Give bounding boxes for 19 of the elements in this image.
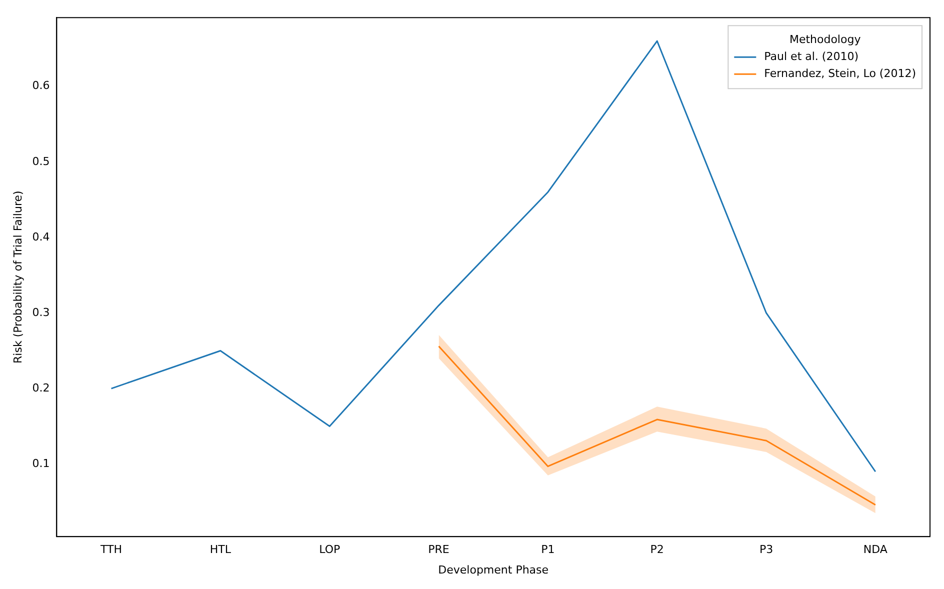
x-tick-label: P2 [650,543,664,556]
y-tick-label: 0.2 [32,381,50,394]
x-tick-label: P3 [759,543,774,556]
x-tick-label: HTL [210,543,232,556]
x-tick-label: TTH [100,543,122,556]
x-axis-title: Development Phase [438,563,549,576]
y-tick-label: 0.6 [32,79,50,92]
legend-title: Methodology [789,32,862,46]
y-tick-label: 0.1 [32,456,50,470]
x-tick-label: LOP [319,543,340,556]
x-tick-label: P1 [541,543,555,556]
y-tick-label: 0.3 [32,306,50,319]
legend-label: Fernandez, Stein, Lo (2012) [764,66,916,80]
y-tick-label: 0.4 [32,230,50,244]
y-tick-label: 0.5 [32,154,50,168]
legend-label: Paul et al. (2010) [764,50,859,63]
x-tick-label: NDA [863,543,888,556]
y-axis-title: Risk (Probability of Trial Failure) [11,190,24,364]
x-tick-label: PRE [428,543,450,556]
